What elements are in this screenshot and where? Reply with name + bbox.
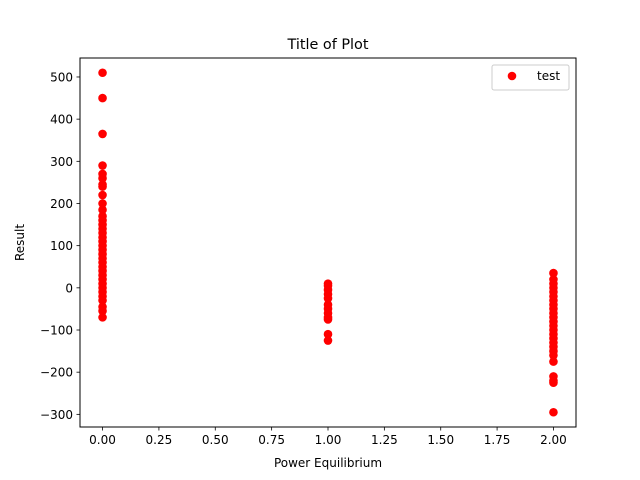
y-axis-ticks: −300 −200 −100 0 100 200 300 400 500 xyxy=(40,70,80,422)
y-tick-label: 300 xyxy=(50,155,73,169)
x-tick-label: 0.00 xyxy=(89,433,116,447)
y-tick-label: 100 xyxy=(50,239,73,253)
legend-box xyxy=(491,64,570,91)
x-axis-ticks: 0.00 0.25 0.50 0.75 1.00 1.25 1.50 1.75 2.00 xyxy=(89,427,567,447)
x-tick-label: 1.25 xyxy=(371,433,398,447)
x-axis-label: Power Equilibrium xyxy=(274,456,382,470)
data-point xyxy=(98,182,107,191)
data-point xyxy=(323,329,333,339)
data-point xyxy=(549,268,558,278)
data-point xyxy=(98,199,107,208)
data-point xyxy=(549,351,558,360)
x-tick-label: 0.75 xyxy=(258,433,285,447)
y-tick-label: −200 xyxy=(40,366,73,380)
y-axis-label: Result xyxy=(13,224,27,261)
y-tick-label: 500 xyxy=(50,70,73,84)
x-tick-label: 1.00 xyxy=(315,433,342,447)
data-point xyxy=(98,190,107,200)
data-point xyxy=(549,378,558,388)
x-tick-label: 1.75 xyxy=(484,433,511,447)
data-point xyxy=(98,93,107,103)
data-point xyxy=(323,294,333,303)
data-point xyxy=(323,315,333,324)
x-tick-label: 0.25 xyxy=(146,433,173,447)
data-point xyxy=(98,205,107,215)
y-tick-label: 0 xyxy=(65,281,73,295)
data-point xyxy=(549,407,558,417)
data-point xyxy=(98,313,107,322)
y-tick-label: −300 xyxy=(40,408,73,422)
y-tick-label: 400 xyxy=(50,113,73,127)
chart-title: Title of Plot xyxy=(287,37,369,53)
data-point xyxy=(98,306,107,316)
x-tick-label: 1.50 xyxy=(427,433,454,447)
y-tick-label: 200 xyxy=(50,197,73,211)
x-tick-label: 0.50 xyxy=(202,433,229,447)
data-point xyxy=(323,336,333,345)
y-tick-label: −100 xyxy=(40,324,73,338)
legend: test xyxy=(491,64,570,91)
data-point xyxy=(98,296,107,305)
plot-frame xyxy=(79,57,577,428)
legend-label: test xyxy=(537,69,560,83)
data-point xyxy=(98,161,107,170)
x-tick-label: 2.00 xyxy=(540,433,567,447)
data-point xyxy=(98,68,107,78)
data-point xyxy=(549,357,558,366)
data-point xyxy=(98,129,107,139)
data-points xyxy=(98,68,558,417)
data-point xyxy=(98,173,107,183)
legend-marker xyxy=(507,71,517,81)
